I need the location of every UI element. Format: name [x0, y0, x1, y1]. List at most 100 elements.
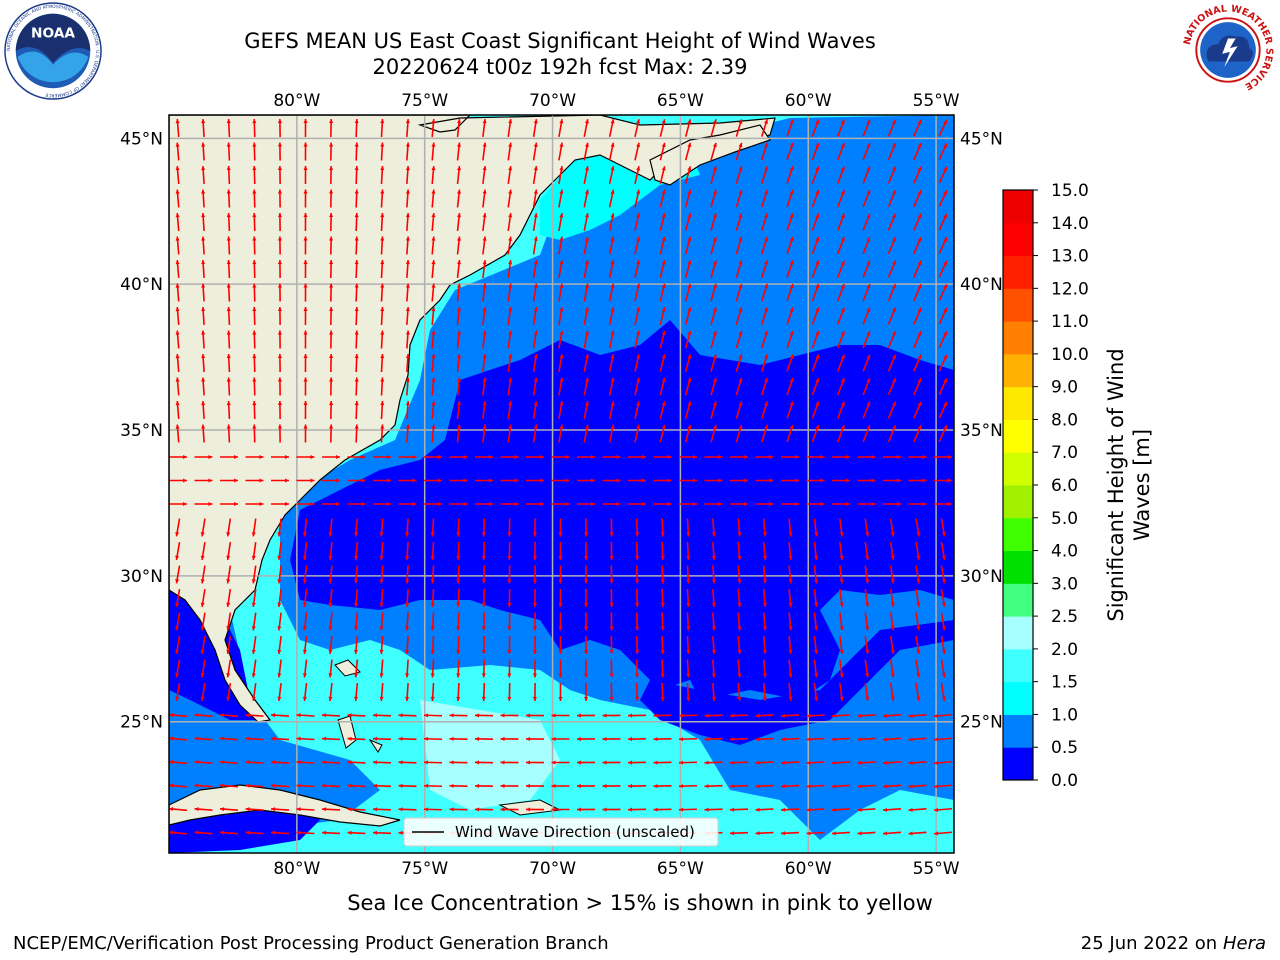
arrow-head [738, 424, 743, 430]
arrow-head [806, 713, 811, 718]
arrow-head [704, 737, 709, 742]
arrow-head [380, 377, 385, 382]
arrow-head [806, 784, 811, 789]
colorbar-tick-label: 15.0 [1051, 181, 1089, 201]
arrow-head [482, 213, 487, 218]
arrow-head [200, 579, 205, 584]
arrow-head [380, 307, 385, 312]
arrow-head [533, 330, 538, 335]
arrow-head [354, 602, 359, 607]
arrow-head [398, 783, 403, 788]
arrow-head [641, 478, 646, 483]
arrow-head [559, 401, 564, 406]
arrow-head [302, 696, 307, 701]
arrow-head [329, 283, 334, 288]
arrow-head [584, 283, 589, 288]
arrow-head [175, 283, 180, 288]
arrow-head [737, 649, 742, 654]
arrow-head [449, 736, 454, 741]
arrow-head [866, 166, 871, 172]
lon-label-top: 60°W [785, 91, 832, 111]
arrow-head [456, 532, 461, 537]
arrow-head [252, 142, 257, 147]
arrow-head [430, 649, 435, 654]
arrow-head [559, 330, 564, 335]
arrow-head [277, 330, 282, 335]
arrow-head [832, 807, 837, 812]
arrow-head [430, 626, 435, 631]
arrow-head [711, 673, 716, 678]
arrow-head [762, 649, 767, 654]
arrow-head [610, 330, 615, 336]
arrow-head [380, 401, 385, 406]
arrow-head [660, 555, 665, 560]
arrow-head [764, 236, 768, 242]
arrow-head [379, 602, 384, 607]
arrow-head [584, 626, 589, 631]
arrow-head [814, 649, 819, 654]
arrow-head [815, 354, 820, 359]
arrow-head [890, 673, 895, 678]
arrow-head [896, 454, 901, 460]
arrow-head [405, 532, 410, 537]
arrow-head [175, 602, 180, 607]
arrow-head [865, 696, 870, 701]
arrow-head [329, 401, 334, 406]
arrow-head [781, 807, 786, 812]
lon-label-bottom: 80°W [273, 859, 320, 879]
arrow-head [866, 401, 871, 407]
colorbar-segment [1003, 616, 1033, 650]
arrow-head [226, 696, 231, 701]
arrow-head [687, 142, 692, 148]
arrow-head [508, 213, 513, 218]
arrow-head [201, 260, 206, 265]
arrow-head [896, 478, 901, 483]
arrow-head [251, 579, 256, 584]
arrow-head [866, 307, 871, 313]
arrow-head [380, 189, 385, 194]
arrow-head [398, 736, 403, 741]
nws-logo: NATIONAL WEATHER SERVICE [1182, 3, 1274, 97]
arrow-head [636, 424, 641, 430]
arrow-head [635, 649, 640, 654]
arrow-head [482, 142, 487, 147]
arrow-head [201, 330, 206, 335]
arrow-head [507, 626, 512, 631]
arrow-head [660, 602, 665, 607]
arrow-head [277, 532, 282, 537]
arrow-head [602, 713, 607, 718]
arrow-head [398, 713, 403, 718]
arrow-head [610, 260, 615, 265]
lon-label-bottom: 65°W [657, 859, 704, 879]
arrow-head [788, 649, 793, 654]
arrow-head [628, 713, 633, 718]
arrow-head [431, 307, 436, 312]
arrow-head [839, 532, 844, 537]
arrow-head [303, 283, 308, 288]
arrow-head [398, 760, 403, 765]
arrow-head [175, 696, 180, 701]
lat-label-right: 35°N [960, 421, 1003, 441]
arrow-head [815, 307, 820, 312]
arrow-head [610, 236, 615, 242]
arrow-head [354, 142, 359, 147]
arrow-head [943, 284, 947, 289]
arrow-head [559, 424, 564, 429]
arrow-head [865, 602, 870, 607]
arrow-head [481, 532, 486, 537]
arrow-head [653, 807, 658, 812]
colorbar-segment [1003, 550, 1033, 584]
arrow-head [508, 119, 513, 124]
arrow-head [865, 649, 870, 654]
arrow-head [508, 166, 513, 171]
arrow-head [303, 330, 308, 335]
arrow-head [475, 807, 480, 812]
arrow-head [917, 190, 922, 195]
arrow-head [815, 143, 820, 148]
arrow-head [533, 213, 538, 218]
arrow-head [769, 501, 774, 507]
arrow-head [661, 189, 666, 195]
arrow-head [201, 401, 206, 406]
arrow-head [303, 307, 308, 312]
arrow-head [182, 478, 187, 483]
